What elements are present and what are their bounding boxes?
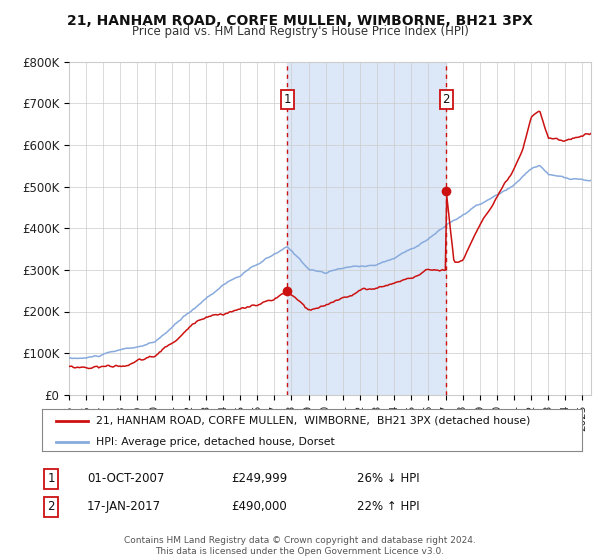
Text: 1: 1 [47, 472, 55, 486]
Text: 1: 1 [283, 94, 291, 106]
Bar [287, 62, 446, 395]
Text: 21, HANHAM ROAD, CORFE MULLEN,  WIMBORNE,  BH21 3PX (detached house): 21, HANHAM ROAD, CORFE MULLEN, WIMBORNE,… [96, 416, 530, 426]
Text: 01-OCT-2007: 01-OCT-2007 [87, 472, 164, 486]
Text: HPI: Average price, detached house, Dorset: HPI: Average price, detached house, Dors… [96, 437, 335, 446]
Text: 2: 2 [442, 94, 450, 106]
Text: 21, HANHAM ROAD, CORFE MULLEN, WIMBORNE, BH21 3PX: 21, HANHAM ROAD, CORFE MULLEN, WIMBORNE,… [67, 14, 533, 28]
Text: 2: 2 [47, 500, 55, 514]
Text: 17-JAN-2017: 17-JAN-2017 [87, 500, 161, 514]
Text: £490,000: £490,000 [231, 500, 287, 514]
Text: 22% ↑ HPI: 22% ↑ HPI [357, 500, 419, 514]
Text: £249,999: £249,999 [231, 472, 287, 486]
Text: 26% ↓ HPI: 26% ↓ HPI [357, 472, 419, 486]
Text: Contains HM Land Registry data © Crown copyright and database right 2024.
This d: Contains HM Land Registry data © Crown c… [124, 536, 476, 556]
Text: Price paid vs. HM Land Registry's House Price Index (HPI): Price paid vs. HM Land Registry's House … [131, 25, 469, 38]
